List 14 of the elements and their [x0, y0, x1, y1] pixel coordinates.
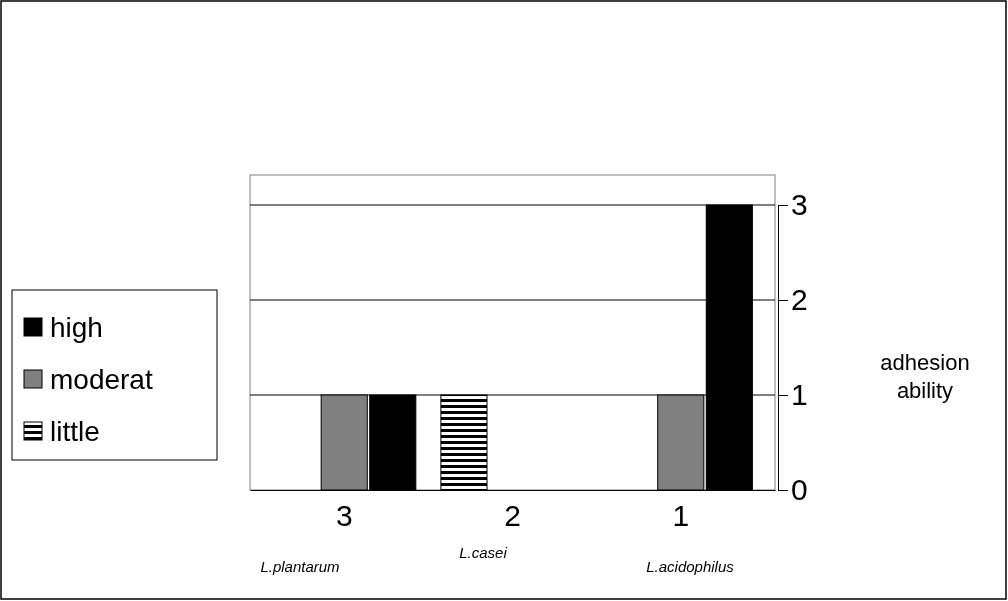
y-tick-label: 0: [791, 473, 808, 507]
x-tick-label: 2: [504, 499, 521, 532]
x-tick-label: 3: [335, 499, 353, 532]
text: L.plantarum: [260, 558, 340, 575]
y-tick-label: 3: [791, 188, 808, 222]
legend-label: little: [50, 416, 100, 447]
y-tick-label: 2: [791, 283, 808, 317]
legend-label: moderat: [50, 364, 153, 395]
y-axis-title: adhesion ability: [880, 350, 970, 403]
text: L.acidophilus: [646, 558, 735, 575]
y-tick-label: 1: [791, 378, 808, 412]
text: L.casei: [459, 544, 508, 561]
x-tick-label: 1: [672, 499, 690, 532]
legend-label: high: [50, 312, 103, 343]
